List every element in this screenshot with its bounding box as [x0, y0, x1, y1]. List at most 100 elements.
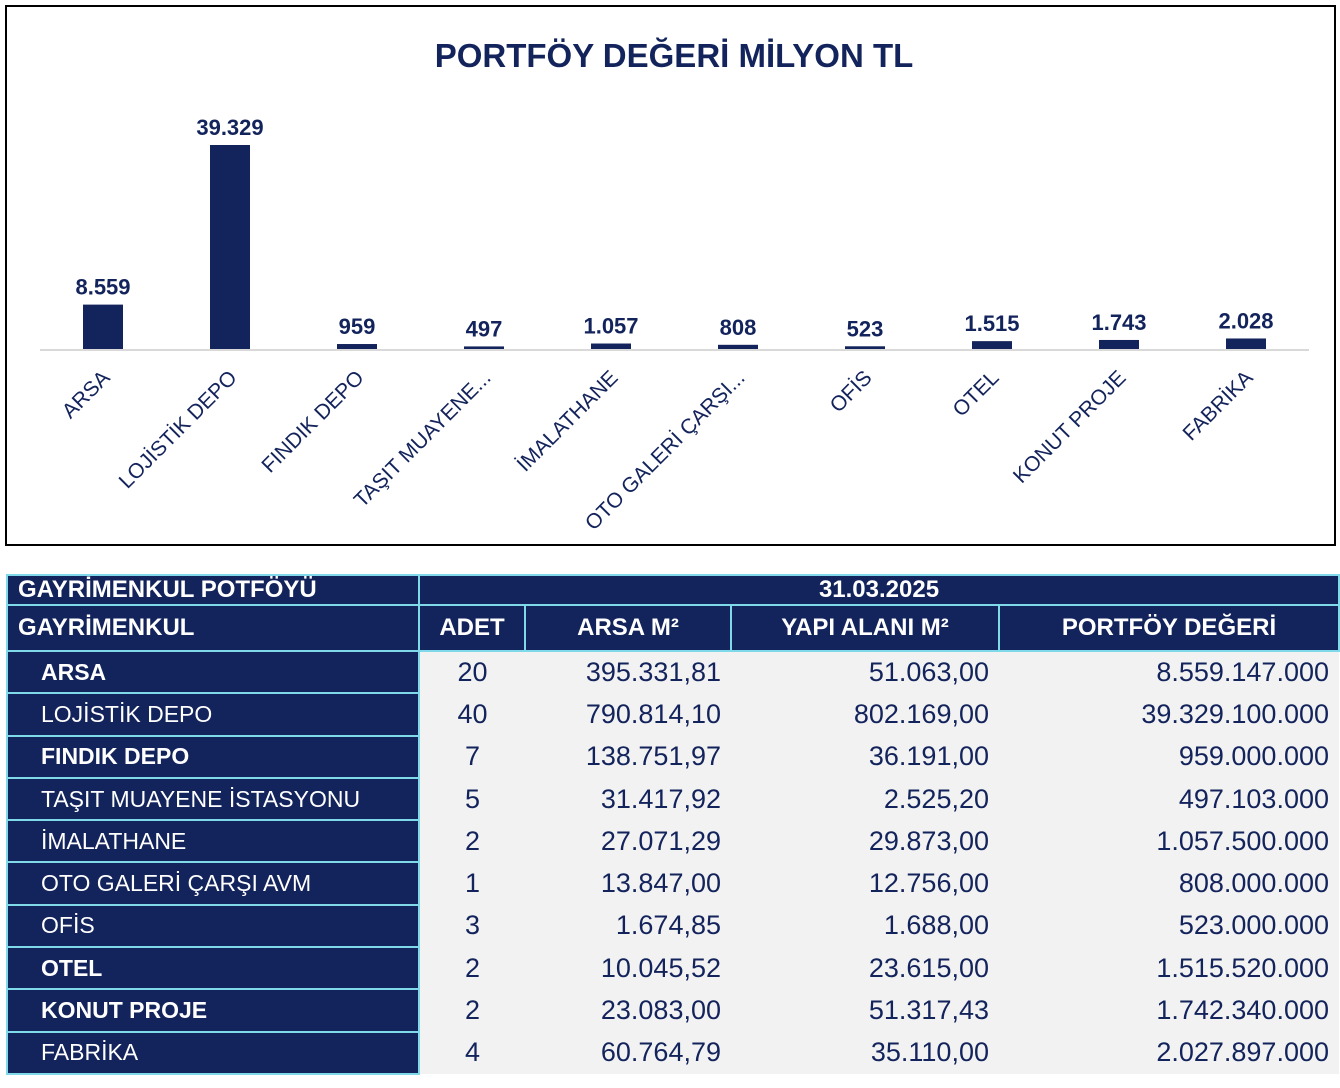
- data-label-7: 1.515: [964, 311, 1019, 336]
- yapi-alani-cell: 23.615,00: [731, 947, 999, 990]
- portfoy-degeri-cell: 39.329.100.000: [999, 693, 1339, 736]
- yapi-alani-cell: 1.688,00: [731, 904, 999, 948]
- row-name-cell: TAŞIT MUAYENE İSTASYONU: [6, 776, 420, 822]
- adet-cell: 40: [419, 693, 525, 736]
- data-label-6: 523: [847, 316, 884, 341]
- yapi-alani-cell: 51.063,00: [731, 651, 999, 694]
- column-header-yapi-alani: YAPI ALANI M²: [730, 604, 1000, 652]
- column-header-portfoy-degeri: PORTFÖY DEĞERİ: [998, 604, 1340, 652]
- arsa-cell: 138.751,97: [525, 735, 731, 778]
- adet-cell: 4: [419, 1031, 525, 1074]
- row-name-cell: ARSA: [6, 649, 420, 695]
- chart-panel: PORTFÖY DEĞERİ MİLYON TL 8.559 39.329 959 4…: [5, 5, 1336, 546]
- yapi-alani-cell: 12.756,00: [731, 862, 999, 905]
- table-row: ARSA 20 395.331,81 51.063,00 8.559.147.000: [6, 649, 1339, 695]
- arsa-cell: 23.083,00: [525, 989, 731, 1032]
- data-label-5: 808: [720, 315, 757, 340]
- table-row: OTEL 2 10.045,52 23.615,00 1.515.520.000: [6, 946, 1339, 991]
- yapi-alani-cell: 36.191,00: [731, 735, 999, 778]
- adet-cell: 2: [419, 947, 525, 990]
- bar-4: [591, 343, 631, 349]
- portfoy-degeri-cell: 2.027.897.000: [999, 1031, 1339, 1074]
- row-name-cell: LOJİSTİK DEPO: [6, 692, 420, 737]
- column-header-arsa: ARSA M²: [524, 604, 732, 652]
- bar-3: [464, 346, 504, 349]
- chart-title: PORTFÖY DEĞERİ MİLYON TL: [435, 37, 914, 74]
- yapi-alani-cell: 29.873,00: [731, 820, 999, 863]
- x-tick-label-2: FINDIK DEPO: [257, 366, 368, 477]
- bar-6: [845, 346, 885, 349]
- x-tick-label-8: KONUT PROJE: [1009, 366, 1131, 488]
- portfoy-degeri-cell: 1.515.520.000: [999, 947, 1339, 990]
- adet-cell: 3: [419, 904, 525, 948]
- adet-cell: 2: [419, 820, 525, 863]
- table-row: OFİS 3 1.674,85 1.688,00 523.000.000: [6, 903, 1339, 949]
- data-label-0: 8.559: [75, 275, 130, 300]
- row-name-cell: FINDIK DEPO: [6, 734, 420, 779]
- adet-cell: 2: [419, 989, 525, 1032]
- row-name-cell: OFİS: [6, 903, 420, 949]
- x-tick-label-4: İMALATHANE: [512, 366, 622, 476]
- data-label-2: 959: [339, 314, 376, 339]
- portfoy-degeri-cell: 808.000.000: [999, 862, 1339, 905]
- arsa-cell: 13.847,00: [525, 862, 731, 905]
- row-name-cell: FABRİKA: [6, 1030, 420, 1075]
- column-header-gayrimenkul: GAYRİMENKUL: [6, 604, 420, 652]
- yapi-alani-cell: 2.525,20: [731, 777, 999, 821]
- portfoy-degeri-cell: 1.057.500.000: [999, 820, 1339, 863]
- data-label-4: 1.057: [583, 314, 638, 339]
- data-label-1: 39.329: [196, 115, 263, 140]
- data-label-8: 1.743: [1091, 310, 1146, 335]
- table-row: KONUT PROJE 2 23.083,00 51.317,43 1.742.340.…: [6, 988, 1339, 1033]
- yapi-alani-cell: 35.110,00: [731, 1031, 999, 1074]
- adet-cell: 5: [419, 777, 525, 821]
- row-name-cell: OTEL: [6, 946, 420, 991]
- section-title: GAYRİMENKUL POTFÖYÜ: [6, 574, 420, 606]
- column-header-adet: ADET: [418, 604, 526, 652]
- portfoy-degeri-cell: 8.559.147.000: [999, 651, 1339, 694]
- portfoy-degeri-cell: 497.103.000: [999, 777, 1339, 821]
- arsa-cell: 10.045,52: [525, 947, 731, 990]
- table-row: LOJİSTİK DEPO 40 790.814,10 802.169,00 39.32…: [6, 692, 1339, 737]
- table-title-row: GAYRİMENKUL POTFÖYÜ 31.03.2025: [6, 574, 1340, 606]
- bar-7: [972, 341, 1012, 349]
- row-name-cell: İMALATHANE: [6, 819, 420, 864]
- arsa-cell: 1.674,85: [525, 904, 731, 948]
- table-row: OTO GALERİ ÇARŞI AVM 1 13.847,00 12.756,00 8…: [6, 861, 1339, 906]
- x-tick-label-7: OTEL: [948, 366, 1003, 421]
- arsa-cell: 31.417,92: [525, 777, 731, 821]
- yapi-alani-cell: 51.317,43: [731, 989, 999, 1032]
- table-row: FINDIK DEPO 7 138.751,97 36.191,00 959.000.0…: [6, 734, 1339, 779]
- bar-9: [1226, 338, 1266, 349]
- bar-8: [1099, 339, 1139, 349]
- portfolio-table: GAYRİMENKUL POTFÖYÜ 31.03.2025 GAYRİMENK…: [6, 574, 1340, 1075]
- adet-cell: 7: [419, 735, 525, 778]
- arsa-cell: 60.764,79: [525, 1031, 731, 1074]
- x-tick-label-0: ARSA: [58, 366, 115, 423]
- yapi-alani-cell: 802.169,00: [731, 693, 999, 736]
- data-label-3: 497: [466, 316, 503, 341]
- x-tick-label-9: FABRİKA: [1179, 366, 1258, 445]
- arsa-cell: 790.814,10: [525, 693, 731, 736]
- arsa-cell: 27.071,29: [525, 820, 731, 863]
- bar-5: [718, 344, 758, 349]
- x-tick-label-6: OFİS: [826, 366, 877, 417]
- arsa-cell: 395.331,81: [525, 651, 731, 694]
- portfoy-degeri-cell: 1.742.340.000: [999, 989, 1339, 1032]
- adet-cell: 1: [419, 862, 525, 905]
- data-label-9: 2.028: [1218, 308, 1273, 333]
- x-tick-label-3: TAŞIT MUAYENE...: [350, 366, 496, 512]
- table-row: TAŞIT MUAYENE İSTASYONU 5 31.417,92 2.525,2…: [6, 776, 1339, 822]
- bar-chart: PORTFÖY DEĞERİ MİLYON TL 8.559 39.329 959 4…: [40, 37, 1309, 535]
- table-row: FABRİKA 4 60.764,79 35.110,00 2.027.897.000: [6, 1030, 1339, 1075]
- bar-2: [337, 344, 377, 349]
- bar-1: [210, 145, 250, 349]
- table-row: İMALATHANE 2 27.071,29 29.873,00 1.057.500.0…: [6, 819, 1339, 864]
- bar-0: [83, 304, 123, 349]
- x-tick-label-1: LOJİSTİK DEPO: [115, 366, 242, 493]
- adet-cell: 20: [419, 651, 525, 694]
- row-name-cell: KONUT PROJE: [6, 988, 420, 1033]
- portfoy-degeri-cell: 523.000.000: [999, 904, 1339, 948]
- portfoy-degeri-cell: 959.000.000: [999, 735, 1339, 778]
- table-header-row: GAYRİMENKUL ADET ARSA M² YAPI ALANI M² P…: [6, 604, 1340, 652]
